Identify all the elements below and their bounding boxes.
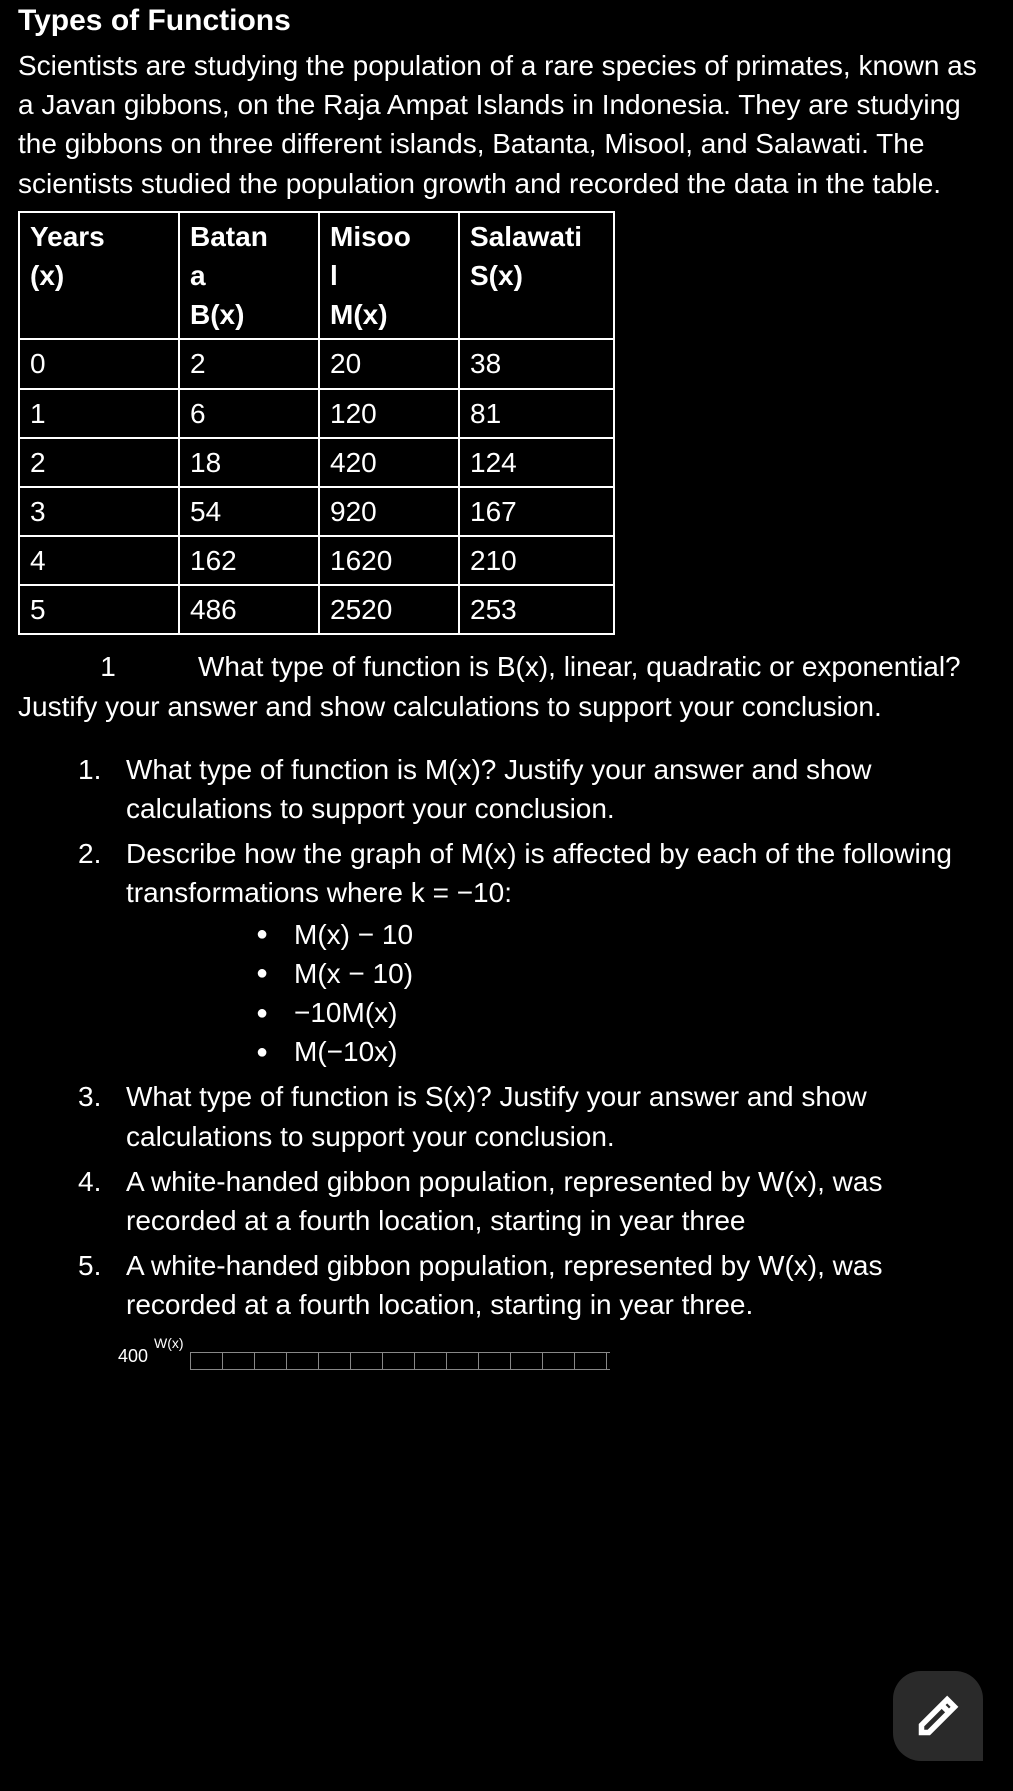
question-number: 2. [78,834,126,1071]
cell-b: 486 [179,585,319,634]
transformation-item: ●M(x − 10) [246,954,995,993]
table-header-row: Years (x) Batan a B(x) Misoo l M(x) Sala… [19,212,614,340]
cell-x: 0 [19,339,179,388]
cell-m: 2520 [319,585,459,634]
cell-b: 18 [179,438,319,487]
bullet-icon: ● [246,920,294,948]
question-intro-num: 1 [18,647,198,686]
transformation-item: ●M(−10x) [246,1032,995,1071]
question-item: 4. A white-handed gibbon population, rep… [78,1162,995,1240]
question-text: What type of function is M(x)? Justify y… [126,750,995,828]
cell-x: 4 [19,536,179,585]
transformation-list: ●M(x) − 10 ●M(x − 10) ●−10M(x) ●M(−10x) [126,915,995,1072]
cell-b: 162 [179,536,319,585]
cell-m: 920 [319,487,459,536]
table-row: 5 486 2520 253 [19,585,614,634]
question-text: What type of function is S(x)? Justify y… [126,1077,995,1155]
cell-s: 253 [459,585,614,634]
graph-preview: 400 W(x) [18,1344,995,1369]
intro-paragraph: Scientists are studying the population o… [18,46,995,203]
question-item: 5. A white-handed gibbon population, rep… [78,1246,995,1324]
cell-s: 124 [459,438,614,487]
cell-b: 2 [179,339,319,388]
question-text: Describe how the graph of M(x) is affect… [126,834,995,1071]
header-batana: Batan a B(x) [179,212,319,340]
cell-x: 1 [19,389,179,438]
table-row: 2 18 420 124 [19,438,614,487]
data-table: Years (x) Batan a B(x) Misoo l M(x) Sala… [18,211,615,636]
cell-m: 20 [319,339,459,388]
cell-s: 210 [459,536,614,585]
question-item: 3. What type of function is S(x)? Justif… [78,1077,995,1155]
cell-m: 1620 [319,536,459,585]
bullet-icon: ● [246,959,294,987]
cell-s: 38 [459,339,614,388]
page-title: Types of Functions [18,0,995,42]
header-misool: Misoo l M(x) [319,212,459,340]
question-list: 1. What type of function is M(x)? Justif… [18,750,995,1325]
bullet-icon: ● [246,1038,294,1066]
question-number: 4. [78,1162,126,1240]
question-intro: 1What type of function is B(x), linear, … [18,647,995,725]
cell-s: 167 [459,487,614,536]
cell-b: 6 [179,389,319,438]
question-item: 2. Describe how the graph of M(x) is aff… [78,834,995,1071]
cell-m: 120 [319,389,459,438]
graph-ytick: 400 [118,1344,148,1369]
header-years: Years (x) [19,212,179,340]
transformation-item: ●−10M(x) [246,993,995,1032]
table-row: 0 2 20 38 [19,339,614,388]
question-item: 1. What type of function is M(x)? Justif… [78,750,995,828]
question-number: 5. [78,1246,126,1324]
cell-m: 420 [319,438,459,487]
question-number: 1. [78,750,126,828]
pencil-icon [916,1694,960,1738]
question-number: 3. [78,1077,126,1155]
cell-s: 81 [459,389,614,438]
table-row: 3 54 920 167 [19,487,614,536]
graph-ylabel: W(x) [154,1334,184,1354]
edit-fab[interactable] [893,1671,983,1761]
graph-grid [190,1352,610,1370]
cell-x: 5 [19,585,179,634]
cell-b: 54 [179,487,319,536]
table-row: 4 162 1620 210 [19,536,614,585]
bullet-icon: ● [246,999,294,1027]
cell-x: 3 [19,487,179,536]
question-text: A white-handed gibbon population, repres… [126,1246,995,1324]
header-salawati: Salawati S(x) [459,212,614,340]
cell-x: 2 [19,438,179,487]
question-text: A white-handed gibbon population, repres… [126,1162,995,1240]
transformation-item: ●M(x) − 10 [246,915,995,954]
table-row: 1 6 120 81 [19,389,614,438]
